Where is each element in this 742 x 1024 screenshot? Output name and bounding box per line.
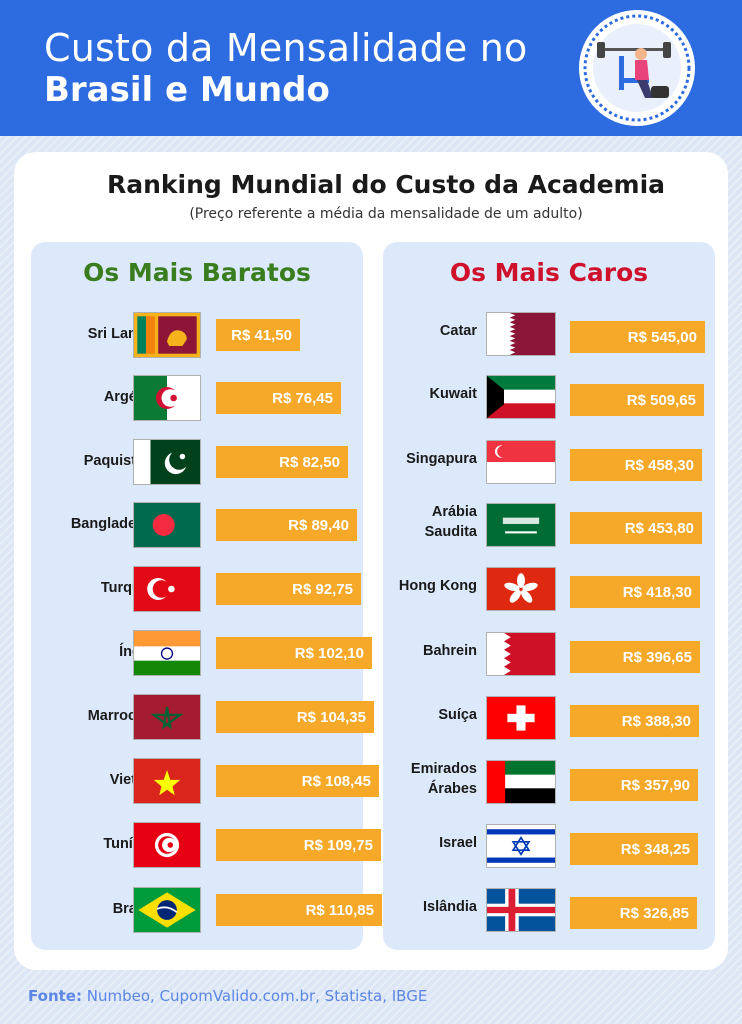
tunisia-flag	[133, 822, 201, 868]
israel-flag	[486, 824, 556, 868]
row-paquistao: Paquistão R$ 82,50	[31, 437, 363, 487]
row-argelia: Argélia R$ 76,45	[31, 373, 363, 423]
price-bar-vietna: R$ 108,45	[216, 765, 379, 797]
header-title-line2: Brasil e Mundo	[44, 70, 330, 110]
header-banner: Custo da Mensalidade no Brasil e Mundo	[0, 0, 742, 136]
price-bar-hong-kong: R$ 418,30	[570, 576, 700, 608]
bahrain-flag	[486, 632, 556, 676]
kuwait-flag	[486, 375, 556, 419]
source-note: Fonte: Numbeo, CupomValido.com.br, Stati…	[28, 987, 427, 1005]
turkey-flag	[133, 566, 201, 612]
header-title-line1: Custo da Mensalidade no	[44, 26, 528, 70]
brazil-flag	[133, 887, 201, 933]
row-india: ÍndiaR$ 102,10	[31, 628, 372, 678]
row-brasil: Brasil R$ 110,85	[31, 885, 382, 935]
pakistan-flag	[133, 439, 201, 485]
row-hong-kong: Hong Kong R$ 418,30	[383, 562, 715, 612]
country-label-suica: Suíça	[438, 707, 477, 724]
algeria-flag	[133, 375, 201, 421]
price-bar-israel: R$ 348,25	[570, 833, 698, 865]
uae-flag	[486, 760, 556, 804]
price-bar-suica: R$ 388,30	[570, 705, 699, 737]
morocco-flag	[133, 694, 201, 740]
price-bar-arabia-saudita: R$ 453,80	[570, 512, 702, 544]
price-bar-bahrein: R$ 396,65	[570, 641, 700, 673]
row-kuwait: Kuwait R$ 509,65	[383, 370, 715, 420]
row-turquia: Turquia R$ 92,75	[31, 564, 363, 614]
price-bar-brasil: R$ 110,85	[216, 894, 382, 926]
row-singapura: Singapura R$ 458,30	[383, 435, 715, 485]
row-marrocos: Marrocos R$ 104,35	[31, 692, 374, 742]
country-label-arabia-saudita: Arábia Saudita	[424, 504, 477, 540]
row-catar: Catar R$ 545,00	[383, 307, 715, 357]
country-label-catar: Catar	[439, 323, 477, 340]
cheapest-panel: Os Mais Baratos Sri Lanka R$ 41,50 Argélia…	[31, 242, 382, 950]
price-bar-catar: R$ 545,00	[570, 321, 705, 353]
country-label-islandia: Islândia	[423, 899, 477, 916]
price-bar-kuwait: R$ 509,65	[570, 384, 704, 416]
chart-subtitle: (Preço referente a média da mensalidade …	[189, 206, 583, 222]
bangladesh-flag	[133, 502, 201, 548]
country-label-hong-kong: Hong Kong	[398, 578, 477, 595]
country-label-israel: Israel	[439, 835, 477, 852]
price-bar-emirados-arabes: R$ 357,90	[570, 769, 698, 801]
price-bar-marrocos: R$ 104,35	[216, 701, 374, 733]
row-suica: Suíça R$ 388,30	[383, 691, 715, 741]
price-bar-islandia: R$ 326,85	[570, 897, 697, 929]
qatar-flag	[486, 312, 556, 356]
switzerland-flag	[486, 696, 556, 740]
india-flag	[133, 630, 201, 676]
cheapest-panel-title: Os Mais Baratos	[83, 258, 311, 287]
row-bangladesh: Bangladesh R$ 89,40	[31, 500, 363, 550]
row-tunisia: Tunísia R$ 109,75	[31, 820, 381, 870]
row-vietna: Vietnã R$ 108,45	[31, 756, 379, 806]
price-bar-singapura: R$ 458,30	[570, 449, 702, 481]
country-label-emirados-arabes: Emirados Árabes	[410, 761, 477, 797]
iceland-flag	[486, 888, 556, 932]
hong-kong-flag	[486, 567, 556, 611]
price-bar-bangladesh: R$ 89,40	[216, 509, 357, 541]
price-bar-paquistao: R$ 82,50	[216, 446, 348, 478]
row-islandia: Islândia R$ 326,85	[383, 883, 715, 933]
source-label: Fonte:	[28, 987, 82, 1005]
most-expensive-panel: Os Mais Caros Catar R$ 545,00 Kuwait R$ 509…	[383, 242, 715, 950]
price-bar-india: R$ 102,10	[216, 637, 372, 669]
saudi-arabia-flag	[486, 503, 556, 547]
price-bar-tunisia: R$ 109,75	[216, 829, 381, 861]
price-bar-sri-lanka: R$ 41,50	[216, 319, 300, 351]
row-emirados-arabes: Emirados Árabes R$ 357,90	[383, 755, 715, 805]
chart-title: Ranking Mundial do Custo da Academia	[106, 170, 666, 199]
price-bar-argelia: R$ 76,45	[216, 382, 341, 414]
source-text: Numbeo, CupomValido.com.br, Statista, IB…	[81, 987, 428, 1005]
country-label-singapura: Singapura	[406, 451, 477, 468]
row-bahrein: Bahrein R$ 396,65	[383, 627, 715, 677]
most-expensive-panel-title: Os Mais Caros	[449, 258, 649, 287]
gym-badge-icon	[579, 10, 695, 126]
row-sri-lanka: Sri Lanka R$ 41,50	[31, 310, 363, 360]
row-arabia-saudita: Arábia Saudita R$ 453,80	[383, 498, 715, 548]
country-label-bahrein: Bahrein	[423, 643, 477, 660]
vietnam-flag	[133, 758, 201, 804]
singapore-flag	[486, 440, 556, 484]
sri-lanka-flag	[133, 312, 201, 358]
country-label-kuwait: Kuwait	[429, 386, 477, 403]
row-israel: Israel R$ 348,25	[383, 819, 715, 869]
country-label-bangladesh: Bangladesh	[70, 516, 153, 533]
price-bar-turquia: R$ 92,75	[216, 573, 361, 605]
